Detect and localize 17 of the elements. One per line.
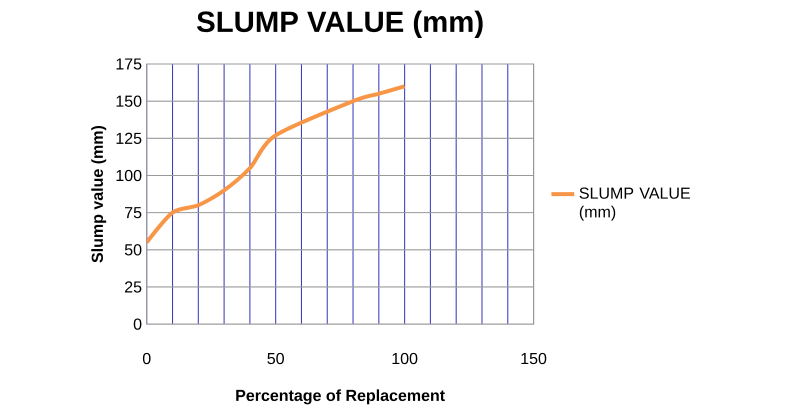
y-tick-label: 25 — [125, 281, 142, 293]
legend-label: SLUMP VALUE (mm) — [580, 187, 690, 221]
y-tick-label: 100 — [116, 170, 142, 182]
x-tick-label: 100 — [392, 352, 418, 364]
x-tick-label: 50 — [267, 352, 284, 364]
x-tick-label: 150 — [521, 352, 546, 364]
y-tick-label: 50 — [124, 244, 142, 256]
line-series — [146, 84, 407, 244]
y-tick-label: 175 — [116, 58, 142, 70]
y-tick-label: 125 — [116, 132, 142, 144]
x-axis-title: Percentage of Replacement — [236, 389, 445, 404]
y-axis-title: Slump value (mm) — [91, 126, 106, 262]
y-tick-label: 150 — [116, 95, 142, 107]
chart-title: SLUMP VALUE (mm) — [196, 10, 483, 38]
y-tick-label: 75 — [125, 206, 142, 218]
y-tick-label: 0 — [134, 318, 142, 330]
x-tick-label: 0 — [142, 352, 151, 364]
